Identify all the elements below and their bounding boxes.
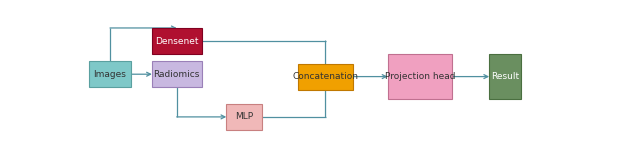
Text: Images: Images bbox=[93, 70, 127, 79]
FancyBboxPatch shape bbox=[152, 28, 202, 54]
FancyBboxPatch shape bbox=[89, 61, 131, 87]
FancyBboxPatch shape bbox=[489, 54, 522, 99]
FancyBboxPatch shape bbox=[388, 54, 452, 99]
Text: Concatenation: Concatenation bbox=[292, 72, 358, 81]
Text: MLP: MLP bbox=[235, 112, 253, 121]
Text: Result: Result bbox=[492, 72, 520, 81]
FancyBboxPatch shape bbox=[227, 104, 262, 130]
Text: Radiomics: Radiomics bbox=[154, 70, 200, 79]
Text: Projection head: Projection head bbox=[385, 72, 455, 81]
FancyBboxPatch shape bbox=[152, 61, 202, 87]
Text: Densenet: Densenet bbox=[155, 36, 198, 46]
FancyBboxPatch shape bbox=[298, 64, 353, 90]
